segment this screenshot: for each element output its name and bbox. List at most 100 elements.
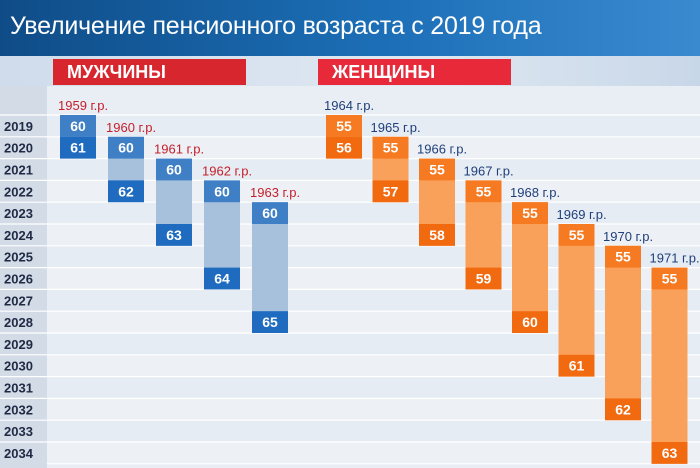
end-age-cell (204, 267, 240, 290)
start-age-label: 55 (662, 271, 678, 287)
row-band (0, 158, 700, 181)
row-band (0, 442, 700, 464)
row-band (0, 354, 700, 377)
cohort-label: 1968 г.р. (510, 185, 560, 200)
row-band (0, 180, 700, 203)
start-age-label: 60 (70, 118, 86, 134)
row-band (0, 289, 700, 312)
start-age-label: 55 (522, 205, 538, 221)
start-age-label: 55 (476, 183, 492, 199)
row-band (0, 420, 700, 442)
cohort-label: 1970 г.р. (603, 229, 653, 244)
start-age-cell (558, 224, 595, 246)
end-age-label: 61 (70, 140, 86, 156)
chart-title: Увеличение пенсионного возраста с 2019 г… (10, 12, 542, 40)
end-age-cell (651, 442, 688, 464)
row-band (0, 333, 700, 355)
end-age-label: 60 (522, 314, 538, 330)
year-column (0, 86, 47, 468)
end-age-label: 63 (166, 227, 182, 243)
cohort-bar (605, 245, 641, 421)
title-banner (0, 0, 700, 56)
start-age-label: 55 (569, 227, 585, 243)
cohort-label: 1960 г.р. (106, 120, 156, 135)
end-age-label: 58 (429, 227, 445, 243)
row-band (0, 398, 700, 421)
row-band (0, 267, 700, 290)
end-age-cell (465, 267, 502, 290)
year-label: 2034 (4, 446, 34, 461)
cohort-bar (651, 267, 688, 464)
start-age-label: 55 (615, 249, 631, 265)
end-age-label: 59 (476, 271, 492, 287)
cohort-label: 1959 г.р. (58, 98, 108, 113)
start-age-label: 55 (383, 140, 399, 156)
year-label: 2026 (4, 272, 33, 287)
year-label: 2027 (4, 293, 33, 308)
row-band (0, 376, 700, 399)
start-age-cell (156, 158, 192, 181)
end-age-cell (326, 136, 362, 159)
row-band (0, 224, 700, 246)
start-age-cell (465, 180, 502, 203)
end-age-label: 61 (569, 358, 585, 374)
year-label: 2021 (4, 163, 33, 178)
year-label: 2031 (4, 381, 33, 396)
women-group-label: ЖЕНЩИНЫ (318, 59, 511, 85)
row-band (0, 245, 700, 268)
year-label: 2024 (4, 228, 34, 243)
end-age-label: 65 (262, 314, 278, 330)
cohort-label: 1965 г.р. (371, 120, 421, 135)
start-age-label: 60 (214, 183, 230, 199)
start-age-cell (651, 267, 688, 290)
end-age-cell (605, 398, 641, 421)
start-age-cell (108, 136, 144, 159)
year-label: 2028 (4, 315, 33, 330)
year-label: 2032 (4, 402, 33, 417)
end-age-label: 64 (214, 271, 230, 287)
start-age-label: 55 (336, 118, 352, 134)
year-label: 2023 (4, 206, 33, 221)
end-age-cell (419, 224, 455, 246)
start-age-cell (204, 180, 240, 203)
start-age-cell (419, 158, 455, 181)
start-age-label: 60 (166, 162, 182, 178)
cohort-label: 1969 г.р. (557, 207, 607, 222)
year-label: 2029 (4, 337, 33, 352)
cohort-bar (558, 224, 595, 377)
year-label: 2030 (4, 359, 33, 374)
start-age-label: 60 (262, 205, 278, 221)
year-label: 2033 (4, 424, 33, 439)
end-age-label: 62 (118, 183, 134, 199)
end-age-cell (156, 224, 192, 246)
end-age-label: 62 (615, 401, 631, 417)
start-age-cell (372, 136, 409, 159)
end-age-cell (558, 354, 595, 377)
end-age-cell (108, 180, 144, 203)
end-age-label: 56 (336, 140, 352, 156)
end-age-label: 63 (662, 445, 678, 461)
end-age-cell (252, 311, 288, 333)
cohort-label: 1964 г.р. (324, 98, 374, 113)
start-age-cell (326, 115, 362, 137)
cohort-label: 1966 г.р. (417, 142, 467, 157)
end-age-label: 57 (383, 183, 399, 199)
start-age-cell (252, 202, 288, 224)
start-age-cell (605, 245, 641, 268)
year-label: 2022 (4, 184, 33, 199)
end-age-cell (60, 136, 96, 159)
cohort-label: 1962 г.р. (202, 163, 252, 178)
start-age-label: 60 (118, 140, 134, 156)
start-age-cell (512, 202, 548, 224)
start-age-label: 55 (429, 162, 445, 178)
end-age-cell (512, 311, 548, 333)
year-label: 2025 (4, 250, 33, 265)
cohort-label: 1967 г.р. (464, 163, 514, 178)
start-age-cell (60, 115, 96, 137)
year-label: 2020 (4, 141, 33, 156)
cohort-label: 1971 г.р. (650, 251, 700, 266)
end-age-cell (372, 180, 409, 203)
cohort-label: 1963 г.р. (250, 185, 300, 200)
row-band (0, 311, 700, 333)
